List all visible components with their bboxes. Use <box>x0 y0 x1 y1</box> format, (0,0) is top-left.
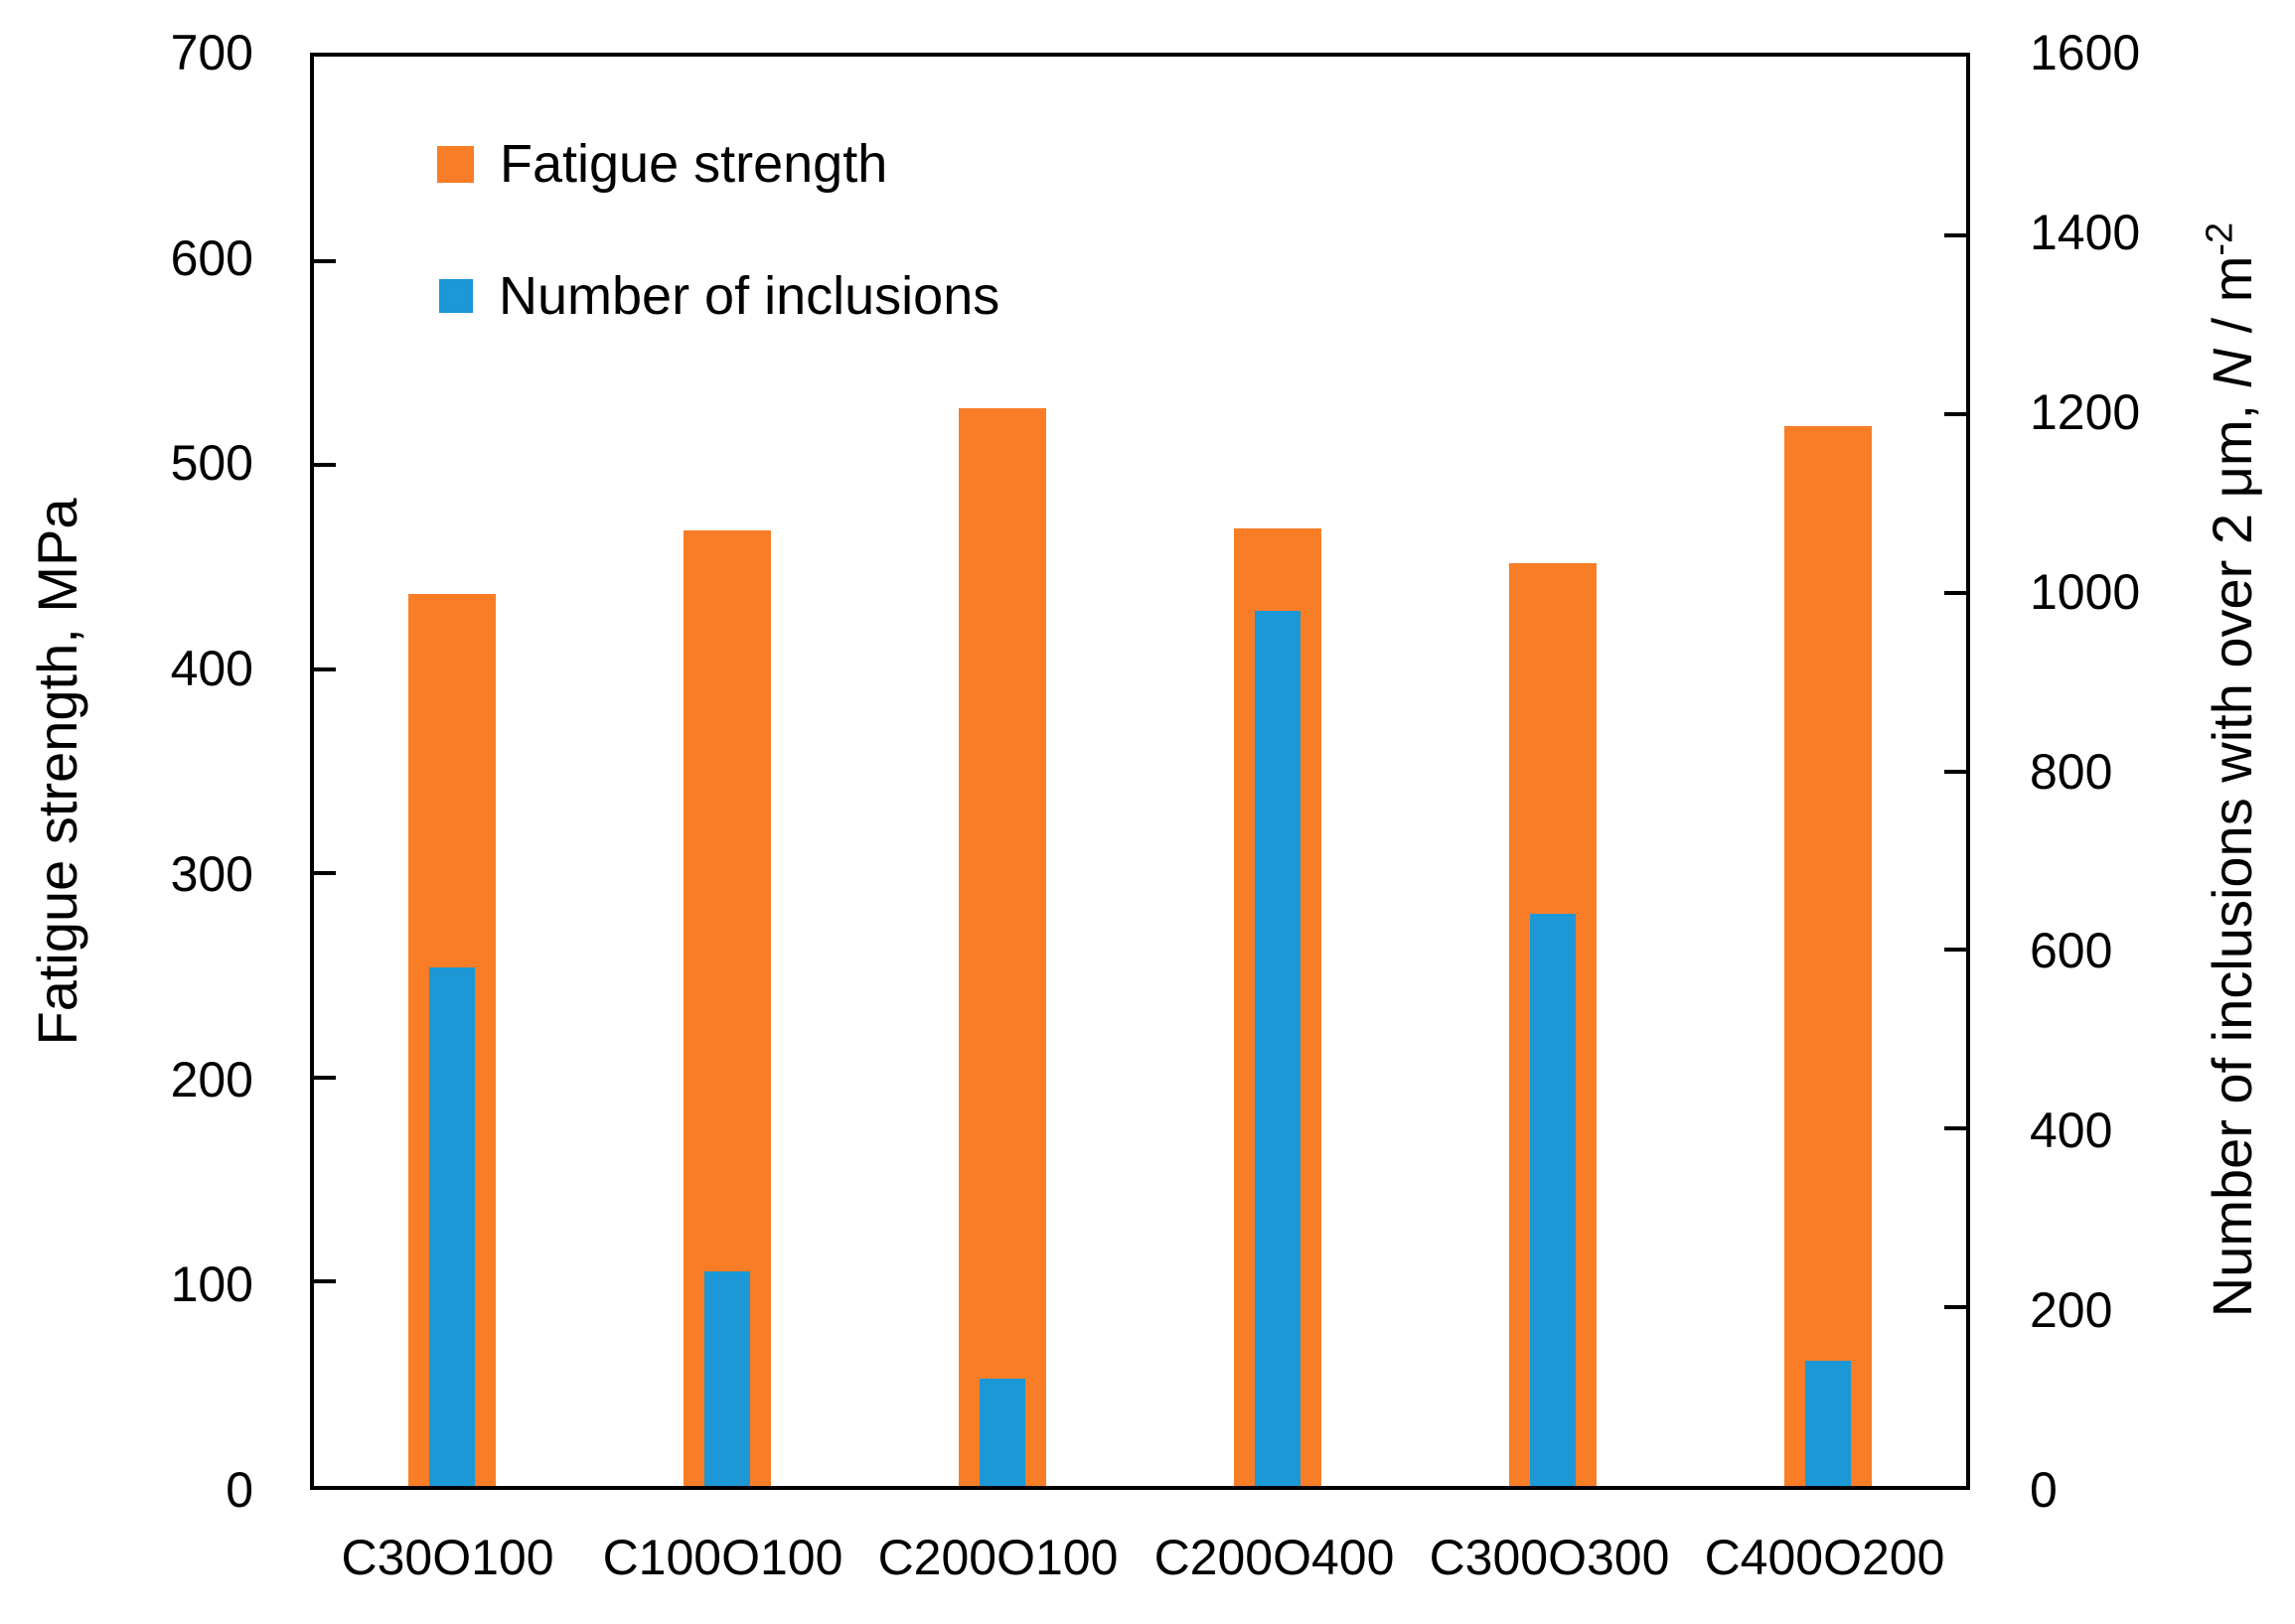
legend-item-number-of-inclusions: Number of inclusions <box>439 268 999 324</box>
left-tick-label: 0 <box>226 1462 253 1518</box>
category-label-C100O100: C100O100 <box>602 1530 843 1585</box>
right-tick-label: 1600 <box>2030 25 2141 80</box>
left-tick-label: 500 <box>170 435 253 491</box>
right-axis-tick <box>1944 948 1966 952</box>
right-axis-tick <box>1944 770 1966 774</box>
left-axis-tick <box>314 1279 336 1283</box>
plot-area <box>310 53 1970 1490</box>
right-tick-label: 1400 <box>2030 205 2141 260</box>
category-label-C30O100: C30O100 <box>341 1530 554 1585</box>
legend-label: Fatigue strength <box>500 134 888 194</box>
category-label-C400O200: C400O200 <box>1704 1530 1945 1585</box>
right-tick-label: 0 <box>2030 1462 2058 1518</box>
right-axis-title: Number of inclusions with over 2 μm, N /… <box>2199 221 2263 1318</box>
right-axis-tick <box>1944 233 1966 237</box>
left-tick-label: 700 <box>170 25 253 80</box>
category-label-C300O300: C300O300 <box>1429 1530 1670 1585</box>
inclusions-bar-C200O400 <box>1255 611 1301 1486</box>
fatigue-strength-bar-C400O200 <box>1784 426 1873 1486</box>
left-axis-tick <box>314 259 336 263</box>
right-tick-label: 200 <box>2030 1282 2113 1338</box>
left-axis-tick <box>314 1076 336 1080</box>
left-tick-label: 400 <box>170 641 253 696</box>
number-of-inclusions-swatch-icon <box>439 279 473 313</box>
inclusions-bar-C200O100 <box>979 1379 1025 1486</box>
right-axis-tick <box>1944 1305 1966 1309</box>
left-tick-label: 200 <box>170 1052 253 1107</box>
left-tick-label: 600 <box>170 230 253 286</box>
right-tick-label: 800 <box>2030 744 2113 800</box>
inclusions-bar-C100O100 <box>703 1271 750 1486</box>
right-tick-label: 1200 <box>2030 384 2141 440</box>
inclusions-bar-C300O300 <box>1530 914 1577 1486</box>
fatigue-strength-bar-C200O100 <box>958 408 1046 1486</box>
right-axis-tick <box>1944 591 1966 595</box>
left-tick-label: 100 <box>170 1256 253 1312</box>
category-label-C200O400: C200O400 <box>1153 1530 1395 1585</box>
legend-label: Number of inclusions <box>499 266 1000 326</box>
category-label-C200O100: C200O100 <box>877 1530 1119 1585</box>
fatigue-strength-swatch-icon <box>437 145 474 183</box>
left-axis-tick <box>314 463 336 467</box>
left-axis-tick <box>314 667 336 671</box>
left-axis-tick <box>314 871 336 875</box>
inclusions-bar-C400O200 <box>1805 1361 1852 1486</box>
right-tick-label: 600 <box>2030 923 2113 978</box>
legend-item-fatigue-strength: Fatigue strength <box>437 136 887 192</box>
left-axis-title: Fatigue strength, MPa <box>26 498 88 1046</box>
right-tick-label: 1000 <box>2030 564 2141 620</box>
right-tick-label: 400 <box>2030 1103 2113 1158</box>
inclusions-bar-C30O100 <box>428 967 475 1486</box>
right-axis-tick <box>1944 1126 1966 1130</box>
left-tick-label: 300 <box>170 846 253 902</box>
right-axis-tick <box>1944 412 1966 416</box>
